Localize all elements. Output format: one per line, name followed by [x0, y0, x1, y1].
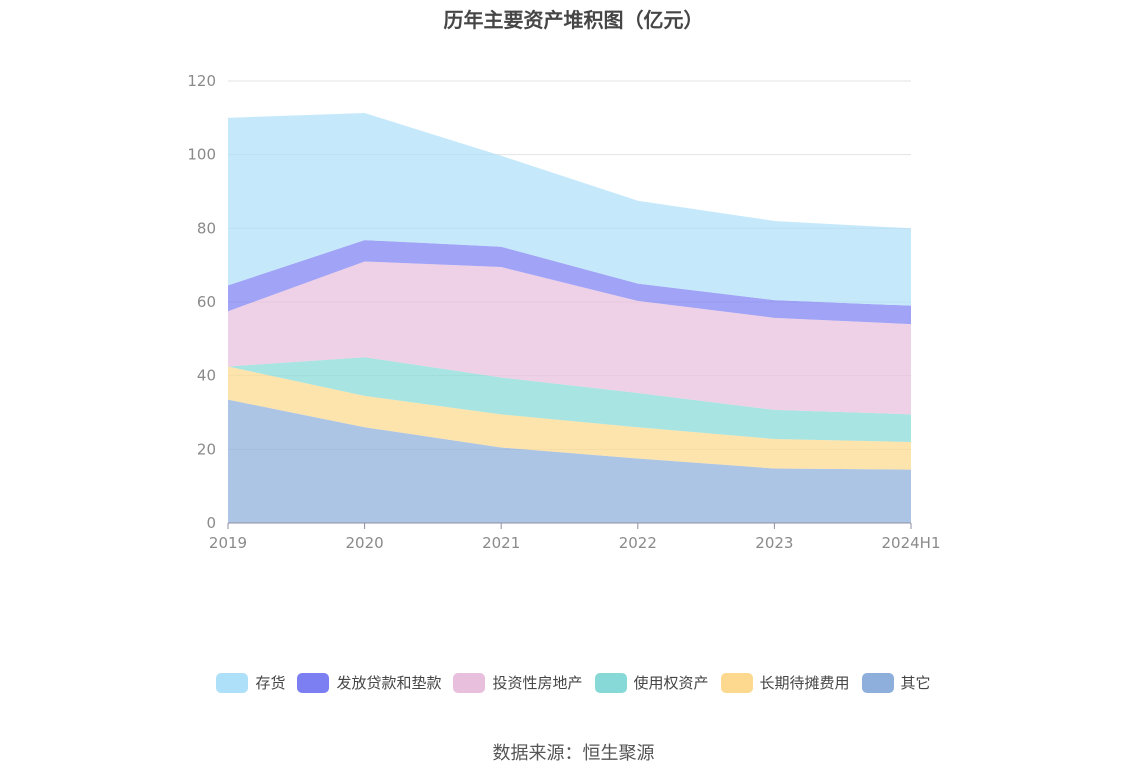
legend-item[interactable]: 长期待摊费用 [720, 672, 850, 693]
x-tick-label: 2021 [482, 534, 520, 552]
legend-item[interactable]: 发放贷款和垫款 [297, 672, 441, 693]
legend-label: 长期待摊费用 [759, 674, 850, 692]
x-tick-label: 2024H1 [882, 534, 941, 552]
x-tick-label: 2019 [209, 534, 247, 552]
area-series-存货[interactable] [228, 113, 911, 306]
y-tick-label: 100 [187, 146, 216, 164]
x-tick-label: 2023 [755, 534, 793, 552]
area-series-投资性房地产[interactable] [228, 261, 911, 415]
legend: 存货 发放贷款和垫款 投资性房地产 使用权资产 长期待摊费用 其它 [0, 672, 1147, 693]
legend-swatch [594, 672, 627, 693]
y-tick-label: 40 [197, 367, 216, 385]
area-series-长期待摊费用[interactable] [228, 366, 911, 470]
area-series-发放贷款和垫款[interactable] [228, 240, 911, 325]
x-tick-label: 2020 [346, 534, 384, 552]
area-series-使用权资产[interactable] [228, 357, 911, 442]
legend-item[interactable]: 存货 [216, 672, 285, 693]
data-source: 数据来源：恒生聚源 [492, 743, 655, 764]
legend-swatch [297, 672, 330, 693]
legend-swatch [453, 672, 486, 693]
legend-label: 使用权资产 [633, 674, 709, 692]
legend-label: 发放贷款和垫款 [336, 674, 442, 692]
y-tick-label: 120 [187, 72, 216, 90]
legend-item[interactable]: 投资性房地产 [453, 672, 583, 693]
legend-label: 投资性房地产 [492, 674, 583, 692]
area-series [228, 113, 911, 523]
area-series-其它[interactable] [228, 399, 911, 523]
y-tick-label: 60 [197, 293, 216, 311]
axes: 0 20 40 60 80 100 120 2019 2020 2021 2022 2023 2024H… [187, 72, 940, 552]
legend-swatch [216, 672, 249, 693]
legend-swatch [861, 672, 894, 693]
chart-title: 历年主要资产堆积图（亿元） [443, 8, 704, 32]
legend-item[interactable]: 其它 [861, 672, 931, 693]
legend-swatch [720, 672, 753, 693]
stacked-area-chart: 0 20 40 60 80 100 120 2019 2020 2021 2022 2023 2024H… [187, 72, 940, 552]
legend-label: 存货 [255, 674, 286, 692]
legend-label: 其它 [900, 674, 931, 692]
y-tick-label: 80 [197, 219, 216, 237]
y-tick-label: 20 [197, 440, 216, 458]
y-tick-label: 0 [206, 514, 216, 532]
x-tick-label: 2022 [619, 534, 657, 552]
legend-item[interactable]: 使用权资产 [594, 672, 709, 693]
